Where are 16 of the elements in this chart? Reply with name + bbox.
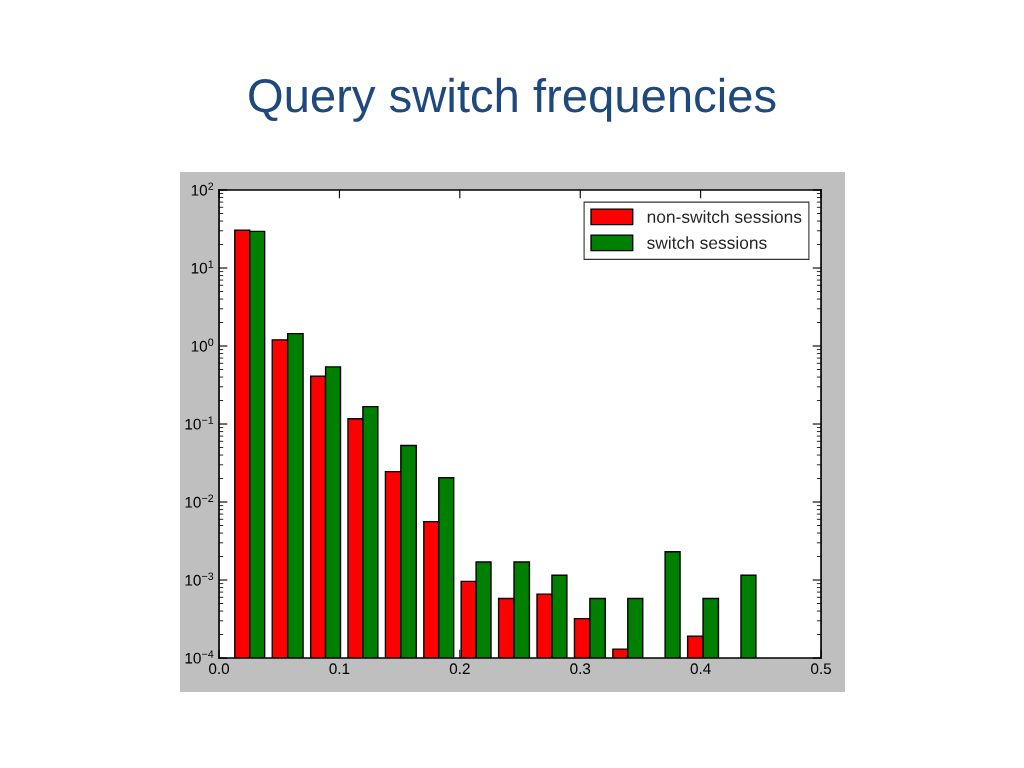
x-tick-label: 0.4 xyxy=(690,663,711,675)
x-tick-label: 0.1 xyxy=(329,663,350,675)
x-tick-label: 0.0 xyxy=(209,663,230,675)
y-tick-label: 10$^{1}$ xyxy=(191,260,214,274)
x-tick-label: 0.2 xyxy=(449,663,470,675)
y-tick-label: 10$^{−4}$ xyxy=(185,650,214,664)
y-tick-label: 10$^{−1}$ xyxy=(185,416,214,430)
y-tick-label: 10$^{0}$ xyxy=(191,338,214,352)
legend-label: switch sessions xyxy=(647,236,767,249)
x-tick-label: 0.3 xyxy=(570,663,591,675)
y-tick-label: 10$^{2}$ xyxy=(191,182,214,196)
legend-label: non-switch sessions xyxy=(647,210,802,223)
y-tick-label: 10$^{−2}$ xyxy=(185,494,214,508)
x-tick-label: 0.5 xyxy=(811,663,832,675)
y-tick-label: 10$^{−3}$ xyxy=(185,572,214,586)
chart-title: Query switch frequencies xyxy=(249,77,776,122)
